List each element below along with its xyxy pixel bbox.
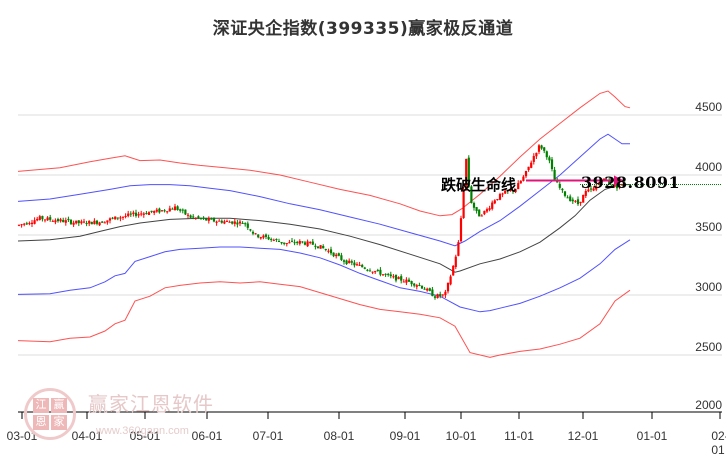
y-tick-3000: 3000: [695, 280, 722, 294]
watermark-logo: 江 赢 恩 家: [24, 388, 76, 440]
logo-char: 江: [33, 398, 49, 413]
logo-char: 恩: [33, 415, 49, 430]
x-tick-label: 02-01: [711, 429, 726, 457]
y-tick-3500: 3500: [695, 220, 722, 234]
y-tick-2500: 2500: [695, 340, 722, 354]
x-tick-label: 12-01: [567, 429, 599, 443]
x-tick-label: 04-01: [71, 429, 103, 443]
x-tick-label: 09-01: [389, 429, 421, 443]
annotation-value: 3928.8091: [581, 173, 681, 192]
y-tick-2000: 2000: [695, 398, 722, 412]
logo-char: 家: [51, 415, 67, 430]
watermark-brand: 赢家江恩软件: [88, 392, 214, 416]
annotation-label: 跌破生命线: [441, 176, 517, 194]
x-tick-label: 06-01: [191, 429, 223, 443]
watermark-url: www.360gann.com: [96, 425, 189, 437]
x-tick-label: 11-01: [504, 429, 534, 443]
y-tick-4000: 4000: [695, 160, 722, 174]
x-tick-label: 03-01: [6, 429, 38, 443]
y-tick-4500: 4500: [695, 100, 722, 114]
x-tick-label: 07-01: [252, 429, 284, 443]
x-tick-label: 10-01: [445, 429, 477, 443]
x-tick-label: 08-01: [323, 429, 355, 443]
chart-title: 深证央企指数(399335)赢家极反通道: [212, 19, 514, 39]
x-tick-label: 01-01: [636, 429, 668, 443]
logo-char: 赢: [51, 398, 67, 413]
x-tick-label: 05-01: [129, 429, 161, 443]
